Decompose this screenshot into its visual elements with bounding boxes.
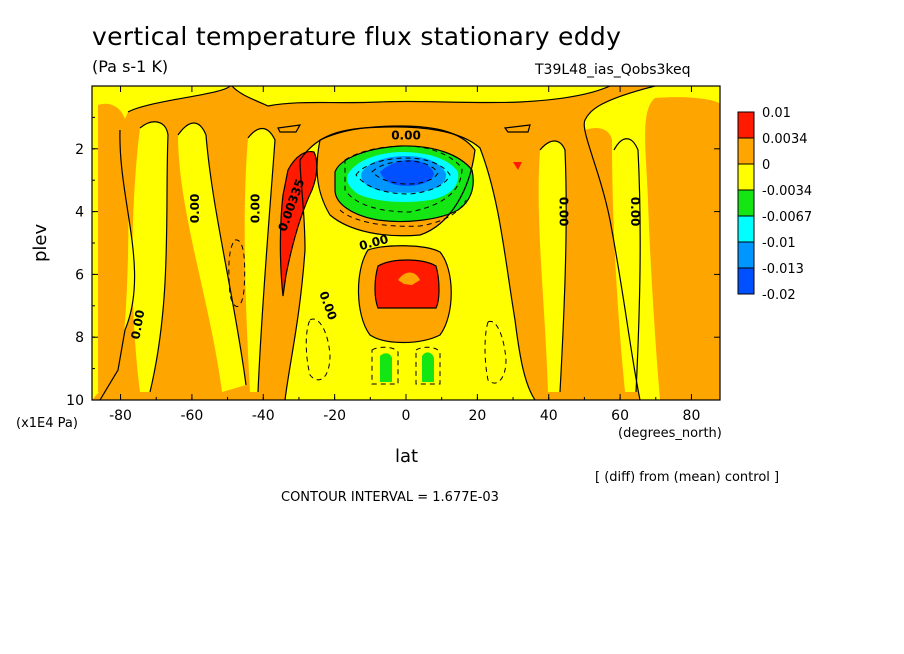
yellow-band-south-1 [132,121,168,392]
contour-label: 0.00 [557,197,571,227]
legend-swatch [737,189,755,217]
yellow-region-far-south [92,86,230,400]
x-tick-label: 80 [683,408,701,424]
yellow-north-band [538,141,567,392]
chart-units: (Pa s-1 K) [92,57,169,76]
y-axis-label: plev [30,223,51,262]
x-tick-label: -80 [109,408,132,424]
yellow-band-south-3 [244,128,275,392]
green-low-right [422,352,434,382]
x-tick-label: 0 [402,408,411,424]
legend-swatch [737,215,755,243]
contour-label: 0.00 [628,197,642,227]
legend-label: -0.0067 [762,210,812,225]
legend-label: -0.01 [762,236,796,251]
y-tick-label: 8 [75,330,84,346]
chart-title: vertical temperature flux stationary edd… [92,22,622,51]
x-tick-label: 20 [468,408,486,424]
x-tick-label: 60 [611,408,629,424]
legend-swatch [737,241,755,269]
orange-south-column [98,103,129,393]
legend-swatch [737,163,755,191]
contour-label: 0.00 [249,194,263,224]
legend-label: 0.0034 [762,132,808,147]
legend-label: -0.02 [762,288,796,303]
x-tick-label: -20 [323,408,346,424]
x-axis-label: lat [395,446,419,467]
legend-label: 0 [762,158,770,173]
legend-label: -0.0034 [762,184,812,199]
contour-label: 0.00 [188,194,202,224]
legend-swatch [737,137,755,165]
x-tick-label: 40 [540,408,558,424]
y-tick-label: 6 [75,267,84,283]
y-axis-unit: (x1E4 Pa) [16,416,78,431]
blue-core [380,160,434,186]
y-tick-label: 2 [75,142,84,158]
contour-label: 0.00 [128,309,147,341]
contour-label: 0.00 [391,129,421,143]
legend-label: 0.01 [762,106,791,121]
x-tick-label: -60 [180,408,203,424]
orange-north-column [571,128,625,392]
contour-interval: CONTOUR INTERVAL = 1.677E-03 [281,490,499,505]
legend-swatch [737,267,755,295]
red-small-north [513,162,522,170]
color-legend: 0.01 0.0034 0 -0.0034 -0.0067 -0.01 -0.013 -0.0… [737,106,812,303]
x-tick-label: -40 [252,408,275,424]
x-axis-unit: (degrees_north) [618,426,722,441]
diff-label: [ (diff) from (mean) control ] [595,470,780,485]
contour-fill-layer [92,86,720,400]
legend-swatch [737,111,755,139]
yellow-top-centre [232,86,610,106]
y-tick-label: 4 [75,205,84,221]
contour-lines-solid [99,86,656,400]
orange-hole-centre [398,272,420,285]
green-low-left [380,353,392,382]
yellow-band-south-2 [178,122,246,392]
x-axis: -80 -60 -40 -20 0 20 40 60 80 [109,86,700,424]
run-label: T39L48_ias_Qobs3keq [535,62,691,78]
y-axis: 2 4 6 8 10 [66,116,720,409]
orange-far-north-column [645,97,720,400]
contour-lines-dashed [228,145,507,385]
y-tick-label: 10 [66,393,84,409]
legend-label: -0.013 [762,262,804,277]
